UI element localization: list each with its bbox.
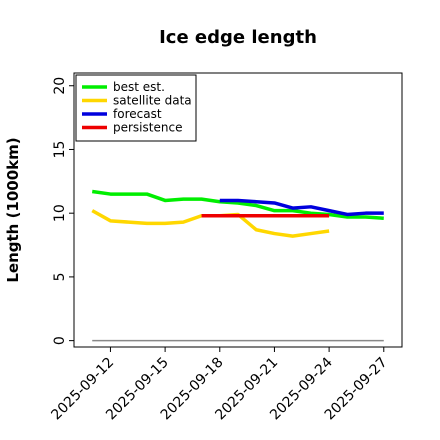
y-tick-label: 20 [52, 77, 68, 95]
y-tick-label: 0 [52, 336, 68, 345]
y-tick-label: 15 [52, 141, 68, 159]
legend-label: best est. [113, 80, 165, 94]
series-lines [91, 189, 384, 342]
y-axis-ticks: 0 5 10 15 20 [52, 77, 74, 345]
y-tick-label: 10 [52, 204, 68, 222]
plot-frame [73, 72, 403, 348]
y-tick-label: 5 [52, 272, 68, 281]
series-line-best-est [91, 189, 384, 221]
legend-label: forecast [113, 107, 162, 121]
chart-title: Ice edge length [159, 27, 317, 48]
x-axis-ticks: 2025-09-122025-09-152025-09-182025-09-21… [48, 347, 391, 423]
series-line-forecast [219, 198, 384, 217]
y-axis-label: Length (1000km) [4, 137, 22, 282]
legend: best est.satellite dataforecastpersisten… [75, 74, 197, 142]
legend-label: satellite data [113, 94, 192, 108]
legend-label: persistence [113, 121, 182, 135]
